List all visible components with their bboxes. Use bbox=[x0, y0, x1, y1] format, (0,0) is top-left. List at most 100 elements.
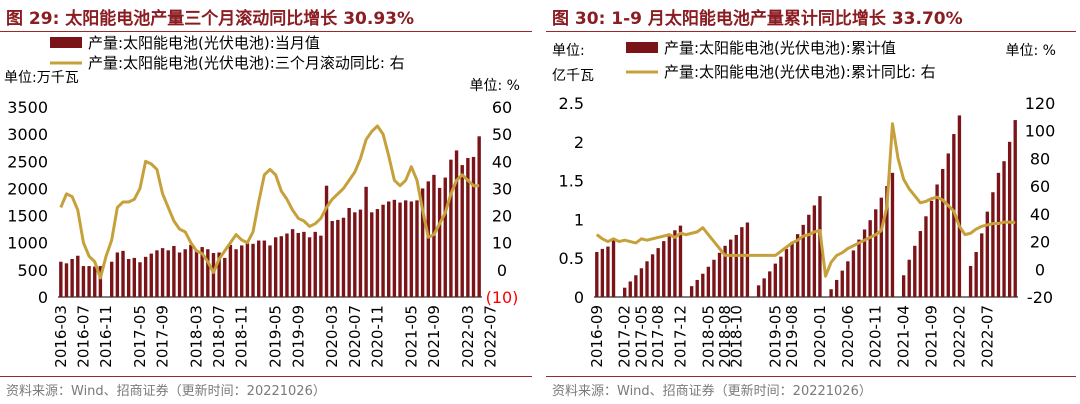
bar bbox=[996, 172, 1001, 297]
bar bbox=[784, 248, 789, 297]
x-tick-label: 2017-08 bbox=[649, 305, 667, 368]
bar bbox=[471, 156, 476, 297]
chart-svg-right: 0 0.5 1 1.5 2 2.5 -20 0 20 40 60 80 100 120 2016-09 201… bbox=[552, 39, 1056, 368]
bar bbox=[740, 227, 744, 297]
chart-panel-left: 图 29: 太阳能电池产量三个月滚动同比增长 30.93% 0 500 1000 15… bbox=[0, 0, 536, 404]
legend-label: 产量:太阳能电池(光伏电池):累计值 bbox=[664, 39, 896, 57]
bar bbox=[829, 289, 833, 297]
bar bbox=[717, 252, 722, 297]
bar bbox=[595, 251, 599, 297]
left-tick-label: 2.5 bbox=[559, 94, 584, 113]
bar bbox=[98, 266, 103, 297]
bar bbox=[240, 245, 244, 297]
bar bbox=[364, 186, 368, 297]
x-tick-label: 2016-03 bbox=[52, 305, 70, 368]
bar bbox=[121, 250, 125, 297]
bar bbox=[398, 202, 402, 297]
bar bbox=[840, 270, 844, 297]
bar bbox=[302, 231, 306, 297]
bar bbox=[375, 209, 380, 297]
bar bbox=[166, 250, 170, 297]
bar bbox=[370, 212, 374, 297]
bar bbox=[330, 221, 334, 297]
bar bbox=[70, 259, 74, 297]
x-tick-label: 2016-11 bbox=[97, 305, 115, 368]
bar bbox=[279, 236, 283, 297]
bar bbox=[189, 244, 193, 297]
legend-label: 产量:太阳能电池(光伏电池):三个月滚动同比: 右 bbox=[88, 54, 405, 72]
bar bbox=[924, 216, 928, 297]
bar bbox=[460, 165, 464, 297]
x-tick-label: 2021-09 bbox=[923, 305, 941, 368]
right-tick-label: 50 bbox=[492, 125, 512, 144]
bar bbox=[87, 266, 91, 297]
bar bbox=[172, 245, 176, 297]
bar bbox=[409, 201, 414, 297]
bar bbox=[918, 231, 923, 297]
bar bbox=[667, 236, 671, 297]
chart-panel-right: 图 30: 1-9 月太阳能电池产量累计同比增长 33.70% 0 0.5 1 1.5… bbox=[546, 0, 1080, 404]
bar bbox=[76, 255, 80, 297]
bar bbox=[907, 259, 911, 297]
bar bbox=[846, 261, 850, 297]
source-note: 资料来源：Wind、招商证券（更新时间：20221026） bbox=[552, 384, 872, 399]
bar bbox=[110, 261, 114, 297]
x-tick-label: 2022-07 bbox=[481, 305, 499, 368]
bar bbox=[183, 249, 187, 297]
bar bbox=[974, 251, 978, 297]
bar bbox=[885, 186, 889, 297]
bar bbox=[228, 244, 233, 297]
bar bbox=[211, 253, 216, 297]
bar bbox=[381, 204, 385, 297]
bar bbox=[851, 250, 856, 297]
left-tick-label: 2000 bbox=[7, 179, 48, 198]
bar bbox=[662, 241, 666, 297]
bar bbox=[645, 261, 649, 297]
left-tick-label: 2 bbox=[574, 133, 584, 152]
bar bbox=[443, 177, 447, 297]
bar bbox=[81, 266, 86, 297]
bar bbox=[862, 229, 867, 297]
x-tick-label: 2022-07 bbox=[978, 305, 996, 368]
bar bbox=[466, 158, 470, 297]
x-tick-label: 2020-06 bbox=[839, 305, 857, 368]
bar bbox=[387, 201, 391, 297]
x-tick-label: 2017-05 bbox=[131, 305, 149, 368]
right-tick-label: (10) bbox=[486, 288, 519, 307]
bar bbox=[941, 168, 945, 297]
bar bbox=[477, 136, 481, 297]
right-unit-label: 单位: % bbox=[470, 78, 520, 94]
bar bbox=[689, 286, 694, 297]
bar bbox=[200, 247, 204, 297]
bar bbox=[194, 250, 199, 297]
right-tick-label: 10 bbox=[492, 234, 512, 253]
bar bbox=[628, 281, 632, 297]
x-tick-label: 2018-07 bbox=[210, 305, 228, 368]
left-unit-label: 单位: bbox=[552, 43, 585, 59]
bar bbox=[93, 266, 97, 297]
bar bbox=[712, 259, 716, 297]
bar bbox=[929, 200, 934, 297]
chart-svg-left: 0 500 1000 1500 2000 2500 3000 3500 (10) 0 10 20 30 4… bbox=[4, 34, 520, 368]
left-tick-label: 1000 bbox=[7, 234, 48, 253]
legend-swatch-bar bbox=[50, 37, 82, 48]
bar bbox=[353, 212, 357, 297]
x-tick-label: 2020-11 bbox=[867, 305, 885, 368]
bar bbox=[313, 231, 317, 297]
bar bbox=[818, 196, 822, 297]
bar bbox=[734, 234, 738, 297]
bar bbox=[801, 224, 805, 297]
bar bbox=[64, 263, 69, 297]
bar bbox=[1002, 161, 1006, 297]
bar bbox=[868, 220, 872, 297]
left-tick-label: 500 bbox=[17, 261, 48, 280]
bar bbox=[957, 115, 962, 297]
source-divider bbox=[0, 376, 532, 377]
left-tick-label: 1.5 bbox=[559, 172, 584, 191]
bar bbox=[143, 256, 148, 297]
x-tick-label: 2021-05 bbox=[402, 305, 420, 368]
left-tick-label: 0.5 bbox=[559, 249, 584, 268]
left-unit-label: 单位:万千瓦 bbox=[4, 70, 79, 86]
bar bbox=[600, 248, 605, 297]
x-tick-label: 2017-09 bbox=[154, 305, 172, 368]
